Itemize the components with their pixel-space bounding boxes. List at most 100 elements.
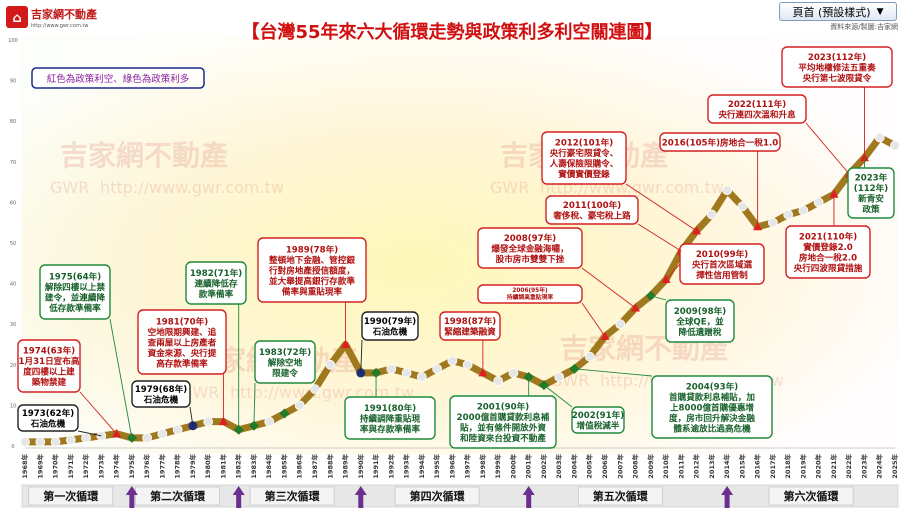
annotation-box (344, 396, 436, 440)
annotation-line: 和陸資來台投資不動產 (459, 432, 546, 444)
x-tick-label: 2019年 (798, 454, 807, 479)
data-point (386, 363, 397, 374)
annotation-line: 央行豪宅限貸令、 (550, 147, 619, 159)
annotation-box (449, 395, 557, 449)
annotation-line: 備率與重貼現率 (282, 285, 343, 297)
data-point-green (279, 408, 290, 419)
annotation-line: 1998(87年) (444, 315, 496, 327)
annotation-line: (112年) (854, 182, 888, 194)
data-point (722, 185, 733, 196)
cycle-label-box (28, 486, 114, 506)
logo-url: http://www.gwr.com.tw (31, 23, 88, 29)
annotation-line: 2022(111年) (728, 98, 786, 110)
annotation-line: 解除四樓以上禁 (45, 281, 106, 293)
x-tick-label: 1975年 (127, 454, 136, 479)
annotation-line: 持續調高重貼現率 (507, 293, 554, 301)
annotation-line: 1975(64年) (49, 271, 101, 283)
annotation-line: 1983(72年) (259, 346, 311, 358)
annotation-line: 低存款準備率 (48, 302, 101, 314)
annotation-line: 2023(112年) (808, 51, 866, 63)
data-point (508, 368, 519, 378)
logo: ⌂ 吉家網不動產 http://www.gwr.com.tw (6, 6, 97, 29)
annotation-line: 新青安 (858, 193, 884, 205)
cycle-boundary-arrow-icon (721, 486, 734, 508)
x-tick-label: 2003年 (554, 454, 563, 479)
x-tick-label: 2008年 (631, 454, 640, 479)
x-tick-label: 2016年 (753, 454, 762, 479)
annotation-line: 度四樓以上建 (23, 366, 75, 378)
annotation-box (17, 404, 79, 432)
data-point (401, 368, 412, 378)
annotation-1990: 1990(79年)石油危機 (360, 311, 419, 373)
annotation-box (541, 131, 627, 185)
y-tick-label: 10 (10, 403, 16, 409)
x-tick-label: 1992年 (386, 454, 395, 479)
watermark-url: http://www.gwr.com.tw (100, 178, 284, 197)
annotation-line: 整頓地下金融、管控銀 (269, 254, 355, 266)
annotation-line: 並大舉提高銀行存款準 (269, 275, 355, 287)
annotation-line: 2009(98年) (674, 305, 726, 317)
annotation-line: 擇性信用管制 (696, 269, 748, 281)
annotation-line: 貼，並有條件開放外資 (460, 422, 546, 434)
data-point (447, 355, 458, 366)
annotation-line: 2011(100年) (563, 199, 621, 211)
annotation-box (185, 261, 247, 305)
x-tick-label: 2004年 (569, 454, 578, 479)
annotation-2006: 2006(95年)持續調高重貼現率 (477, 284, 606, 337)
x-tick-label: 1980年 (203, 454, 212, 479)
x-tick-label: 1986年 (295, 454, 304, 479)
x-tick-label: 1997年 (463, 454, 472, 479)
annotation-box (651, 375, 773, 439)
x-tick-label: 2011年 (676, 454, 685, 479)
x-tick-label: 1994年 (417, 454, 426, 479)
annotation-line: 實價實價登錄 (558, 168, 610, 180)
annotation-line: 2023年 (855, 172, 888, 184)
x-tick-label: 2015年 (737, 454, 746, 479)
annotation-line: 上8000億首購優惠增 (670, 401, 754, 413)
data-point-red (829, 189, 839, 198)
annotation-line: 持續調降重貼現 (360, 412, 421, 424)
data-point (615, 319, 626, 330)
x-tick-label: 1983年 (249, 454, 258, 479)
annotation-line: 2012(101年) (555, 137, 613, 149)
annotation-2001: 2001(90年)2000億首購貸款利息補貼，並有條件開放外資和陸資來台投資不動… (449, 376, 557, 449)
cycle-label-box (577, 486, 663, 506)
y-tick-label: 20 (10, 363, 16, 369)
annotation-line: 資金來源、央行提 (148, 347, 217, 359)
axes: 0 10 20 30 40 50 60 70 80 90 100 1968年 1969年 1970年 197… (8, 38, 899, 479)
data-point (294, 400, 305, 411)
annotation-box (137, 309, 227, 375)
annotation-line: 降低遺贈稅 (679, 326, 722, 338)
annotation-line: 1981(70年) (156, 315, 208, 327)
annotation-line: 查兩屋以上房產者 (147, 336, 217, 348)
x-tick-label: 1978年 (173, 454, 182, 479)
cycle-label-box (135, 486, 220, 506)
annotation-line: 首購貸款利息補貼，加 (669, 391, 755, 403)
x-tick-label: 1971年 (66, 454, 75, 479)
cycle-boundary-arrow-icon (125, 486, 138, 508)
cycle-boundary-arrow-icon (522, 486, 535, 508)
cycle-label: 第六次循環 (784, 489, 840, 503)
annotation-line: 石油危機 (143, 394, 179, 406)
annotation-line: 2001(90年) (477, 401, 529, 413)
annotation-line: 股市房市雙雙下挫 (496, 253, 565, 265)
annotation-line: 1991(80年) (364, 402, 416, 414)
x-tick-label: 1973年 (96, 454, 105, 479)
annotation-line: 1974(63年) (23, 345, 75, 357)
data-point (325, 359, 336, 370)
annotation-line: 2021(110年) (799, 231, 857, 243)
annotation-2011: 2011(100年)奢侈稅、豪宅稅上路 (545, 195, 682, 252)
x-tick-label: 2017年 (768, 454, 777, 479)
annotation-box (781, 46, 893, 88)
annotation-box (131, 380, 191, 408)
page-style-button[interactable]: 頁首 (預設樣式) ▼ (779, 2, 897, 21)
x-tick-label: 1990年 (356, 454, 365, 479)
data-point-green (248, 420, 259, 431)
annotation-line: 2008(97年) (504, 232, 556, 244)
annotation-line: 體系逾放比過高危機 (673, 422, 751, 434)
cycle-label: 第四次循環 (410, 489, 466, 503)
annotation-box (257, 237, 367, 303)
annotation-2008: 2008(97年)爆發全球金融海嘯，股市房市雙雙下挫 (477, 227, 636, 309)
annotation-line: 央行首次區域選 (692, 258, 753, 270)
